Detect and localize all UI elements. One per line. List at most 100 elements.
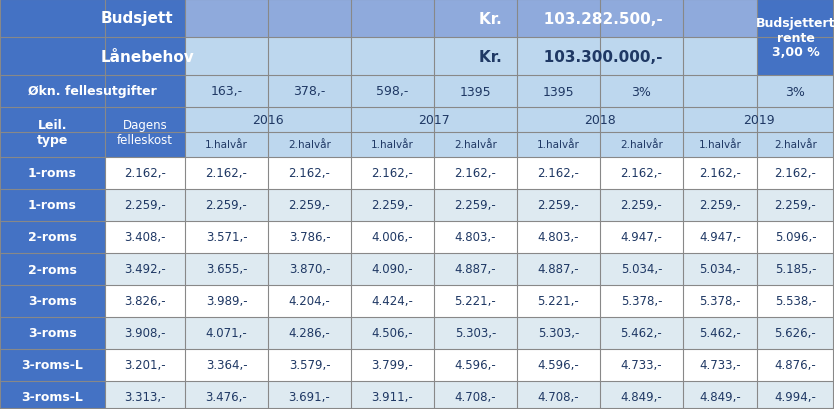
Text: 3.655,-: 3.655,- <box>206 263 247 276</box>
Bar <box>757 381 834 409</box>
Bar <box>268 349 351 381</box>
Text: 2.halvår: 2.halvår <box>774 140 817 150</box>
Text: Økn. fellesutgifter: Økn. fellesutgifter <box>28 85 157 98</box>
Bar <box>268 189 351 221</box>
Bar <box>517 254 600 285</box>
Bar <box>757 133 834 157</box>
Text: 4.733,-: 4.733,- <box>699 359 741 372</box>
Bar <box>600 189 683 221</box>
Bar <box>268 381 351 409</box>
Bar <box>0 381 105 409</box>
Text: 3-roms: 3-roms <box>28 295 77 308</box>
Bar <box>517 317 600 349</box>
Text: 2.259,-: 2.259,- <box>699 199 741 212</box>
Text: 5.462,-: 5.462,- <box>620 327 662 339</box>
Bar <box>105 317 185 349</box>
Bar <box>185 189 268 221</box>
Bar <box>434 349 517 381</box>
Bar <box>434 254 517 285</box>
Text: 1395: 1395 <box>460 85 491 98</box>
Bar <box>351 133 434 157</box>
Bar <box>600 349 683 381</box>
Text: 1-roms: 1-roms <box>28 199 77 212</box>
Text: 2.259,-: 2.259,- <box>372 199 414 212</box>
Bar <box>517 189 600 221</box>
Bar <box>434 381 517 409</box>
Bar <box>185 317 268 349</box>
Text: 5.303,-: 5.303,- <box>538 327 579 339</box>
Bar <box>185 221 268 254</box>
Text: 2.halvår: 2.halvår <box>620 140 663 150</box>
Bar <box>185 157 268 189</box>
Text: 3.786,-: 3.786,- <box>289 231 330 244</box>
Bar <box>0 254 105 285</box>
Bar <box>351 254 434 285</box>
Bar <box>351 285 434 317</box>
Bar <box>600 381 683 409</box>
Text: 4.286,-: 4.286,- <box>289 327 330 339</box>
Bar <box>434 133 517 157</box>
Bar <box>757 76 834 108</box>
Bar <box>268 157 351 189</box>
Bar <box>683 221 757 254</box>
Bar <box>434 189 517 221</box>
Bar <box>185 0 757 38</box>
Bar <box>0 108 105 157</box>
Bar <box>351 317 434 349</box>
Text: Budsjettert
rente
3,00 %: Budsjettert rente 3,00 % <box>756 16 834 59</box>
Text: 2.259,-: 2.259,- <box>775 199 816 212</box>
Text: 5.626,-: 5.626,- <box>775 327 816 339</box>
Text: 2-roms: 2-roms <box>28 231 77 244</box>
Bar <box>105 108 185 157</box>
Bar <box>351 76 434 108</box>
Text: 4.708,-: 4.708,- <box>538 391 580 404</box>
Bar <box>683 349 757 381</box>
Text: 4.849,-: 4.849,- <box>620 391 662 404</box>
Text: 4.596,-: 4.596,- <box>455 359 496 372</box>
Bar <box>0 38 185 76</box>
Bar <box>683 157 757 189</box>
Text: 3.476,-: 3.476,- <box>206 391 248 404</box>
Text: 3%: 3% <box>631 85 651 98</box>
Text: 2.162,-: 2.162,- <box>699 167 741 180</box>
Bar <box>105 254 185 285</box>
Text: 5.221,-: 5.221,- <box>538 295 580 308</box>
Bar <box>0 157 105 189</box>
Text: 5.185,-: 5.185,- <box>775 263 816 276</box>
Text: 3.691,-: 3.691,- <box>289 391 330 404</box>
Bar <box>185 133 268 157</box>
Text: 5.034,-: 5.034,- <box>620 263 662 276</box>
Text: 4.090,-: 4.090,- <box>372 263 414 276</box>
Text: 4.006,-: 4.006,- <box>372 231 414 244</box>
Text: 4.876,-: 4.876,- <box>775 359 816 372</box>
Text: 3.826,-: 3.826,- <box>124 295 166 308</box>
Bar <box>351 189 434 221</box>
Text: 4.887,-: 4.887,- <box>538 263 580 276</box>
Text: 2.162,-: 2.162,- <box>124 167 166 180</box>
Bar <box>517 76 600 108</box>
Text: Lånebehov: Lånebehov <box>101 49 194 64</box>
Bar <box>757 254 834 285</box>
Text: 2.162,-: 2.162,- <box>205 167 248 180</box>
Text: 2016: 2016 <box>252 114 284 127</box>
Bar <box>757 349 834 381</box>
Bar <box>600 133 683 157</box>
Text: 5.303,-: 5.303,- <box>455 327 496 339</box>
Bar <box>268 133 351 157</box>
Text: 378,-: 378,- <box>294 85 326 98</box>
Bar <box>683 381 757 409</box>
Bar <box>0 76 185 108</box>
Text: 2.162,-: 2.162,- <box>538 167 580 180</box>
Text: 2.259,-: 2.259,- <box>620 199 662 212</box>
Bar <box>600 76 683 108</box>
Text: 1.halvår: 1.halvår <box>537 140 580 150</box>
Bar <box>517 133 600 157</box>
Text: 3-roms: 3-roms <box>28 327 77 339</box>
Text: 4.947,-: 4.947,- <box>620 231 662 244</box>
Bar <box>434 221 517 254</box>
Text: 3.908,-: 3.908,- <box>124 327 166 339</box>
Text: Kr.        103.282.500,-: Kr. 103.282.500,- <box>479 11 663 27</box>
Text: 2.259,-: 2.259,- <box>124 199 166 212</box>
Text: 2.162,-: 2.162,- <box>289 167 330 180</box>
Bar <box>185 38 757 76</box>
